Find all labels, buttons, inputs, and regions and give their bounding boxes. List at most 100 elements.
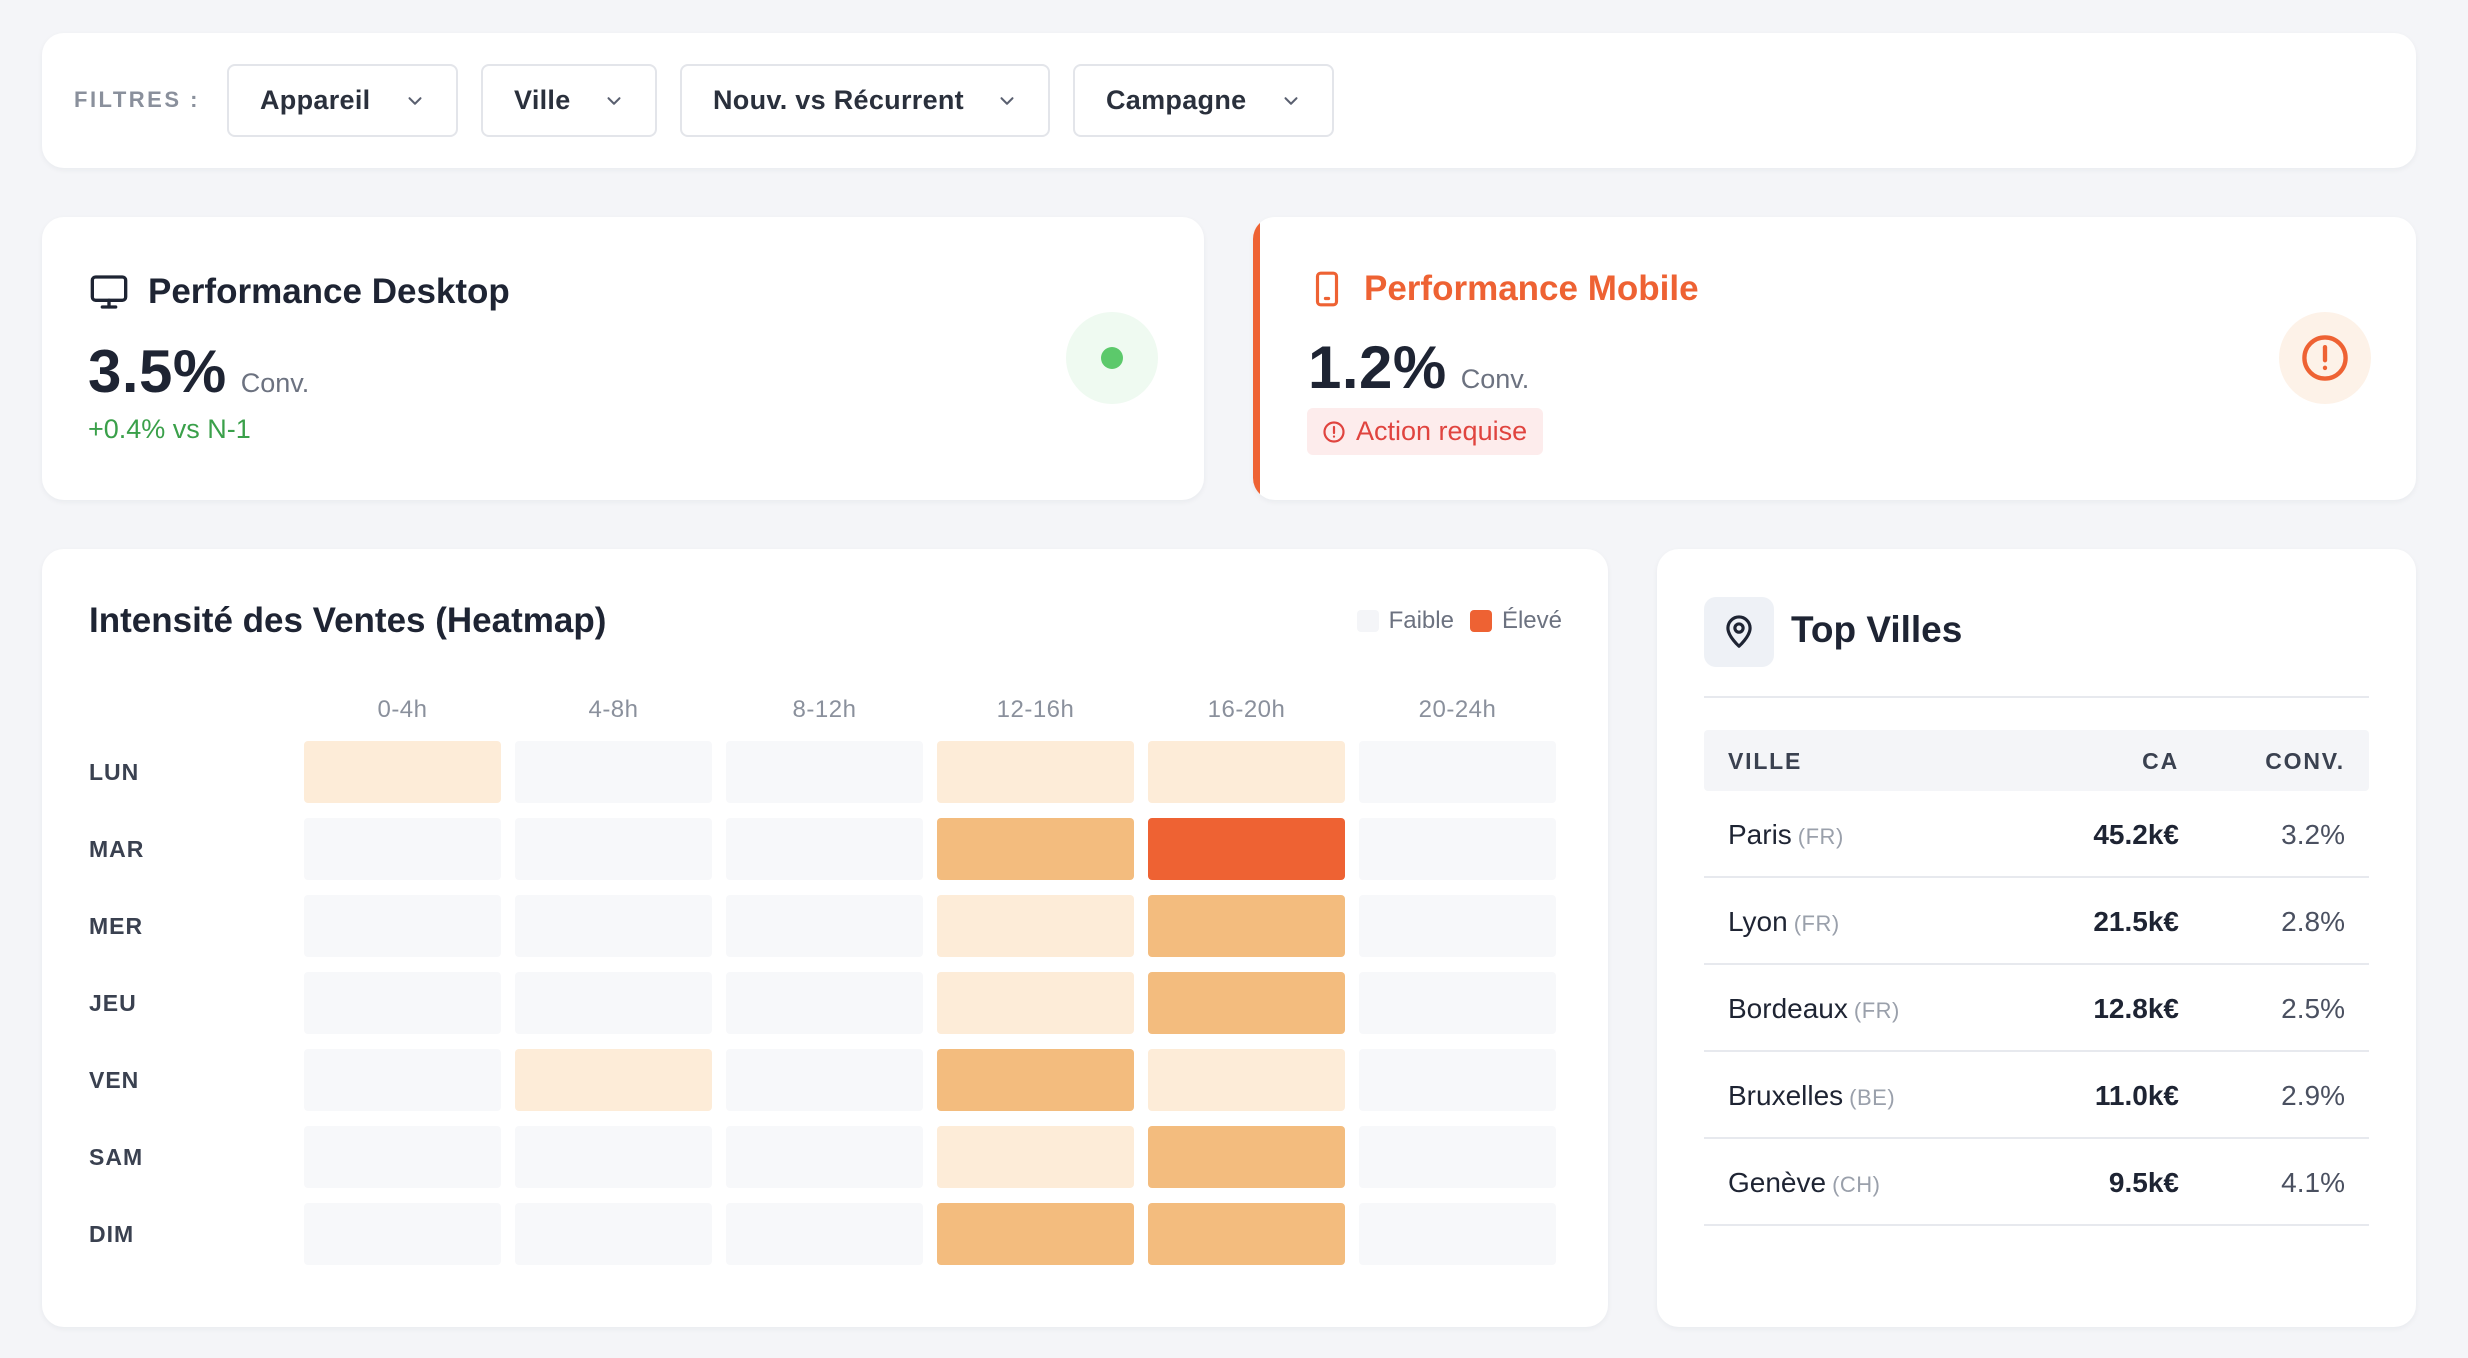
heatmap-cell[interactable] — [726, 1126, 923, 1188]
heatmap-cell[interactable] — [937, 1126, 1134, 1188]
heatmap-cell[interactable] — [515, 1049, 712, 1111]
heatmap-cell[interactable] — [726, 895, 923, 957]
kpi-value-row: 3.5% Conv. — [88, 337, 309, 406]
heatmap-cell[interactable] — [304, 1203, 501, 1265]
conv-cell: 2.5% — [2281, 993, 2345, 1024]
heatmap-legend: Faible Élevé — [1341, 607, 1562, 635]
heatmap-row-label: MER — [89, 913, 144, 939]
cities-title: Top Villes — [1791, 609, 1963, 650]
city-cell: Bruxelles (BE) — [1728, 1080, 1895, 1112]
heatmap-cell[interactable] — [937, 895, 1134, 957]
ca-cell: 11.0k€ — [2094, 1080, 2179, 1111]
heatmap-cell[interactable] — [1148, 1203, 1345, 1265]
filter-label: Campagne — [1106, 85, 1247, 115]
heatmap-column-label: 12-16h — [996, 696, 1075, 723]
filter-ville-dropdown[interactable]: Ville — [481, 64, 657, 137]
action-required-badge: Action requise — [1307, 408, 1544, 455]
heatmap-cell[interactable] — [1359, 741, 1556, 803]
filter-campagne-dropdown[interactable]: Campagne — [1073, 64, 1334, 137]
heatmap-cell[interactable] — [1359, 895, 1556, 957]
heatmap-cell[interactable] — [515, 1126, 712, 1188]
alert-circle-icon — [2302, 335, 2348, 381]
heatmap-cell[interactable] — [304, 972, 501, 1034]
table-row[interactable]: Bruxelles (BE) 11.0k€ 2.9% — [1704, 1052, 2369, 1139]
heatmap-cell[interactable] — [515, 818, 712, 880]
kpi-value: 3.5% — [88, 338, 227, 405]
column-header-conv: CONV. — [2265, 748, 2345, 774]
kpi-card-mobile: Performance Mobile 1.2% Conv. Action req… — [1253, 217, 2416, 500]
heatmap-cell[interactable] — [304, 1049, 501, 1111]
heatmap-cell[interactable] — [515, 972, 712, 1034]
heatmap-cell[interactable] — [937, 972, 1134, 1034]
heatmap-cell[interactable] — [1148, 1126, 1345, 1188]
filter-label: Nouv. vs Récurrent — [713, 85, 964, 115]
filter-label: Ville — [514, 85, 571, 115]
conv-cell: 2.9% — [2281, 1080, 2345, 1111]
heatmap-row-label: JEU — [89, 990, 137, 1016]
table-row[interactable]: Lyon (FR) 21.5k€ 2.8% — [1704, 878, 2369, 965]
table-row[interactable]: Bordeaux (FR) 12.8k€ 2.5% — [1704, 965, 2369, 1052]
heatmap-cell[interactable] — [1148, 741, 1345, 803]
filter-appareil-dropdown[interactable]: Appareil — [227, 64, 458, 137]
heatmap-cell[interactable] — [937, 1203, 1134, 1265]
city-name: Paris — [1728, 819, 1792, 850]
top-cities-card: Top Villes VILLE CA CONV. Paris (FR) 45.2k… — [1657, 549, 2416, 1327]
heatmap-cell[interactable] — [1359, 972, 1556, 1034]
city-country: (BE) — [1849, 1085, 1896, 1110]
table-row[interactable]: Paris (FR) 45.2k€ 3.2% — [1704, 791, 2369, 878]
heatmap-cell[interactable] — [515, 741, 712, 803]
heatmap-cell[interactable] — [1359, 1203, 1556, 1265]
heatmap-cell[interactable] — [1148, 895, 1345, 957]
heatmap-cell[interactable] — [304, 1126, 501, 1188]
heatmap-cell[interactable] — [937, 1049, 1134, 1111]
kpi-delta: +0.4% vs N-1 — [88, 414, 251, 444]
legend-item-high: Élevé — [1469, 607, 1562, 635]
legend-label-low: Faible — [1388, 607, 1454, 634]
city-country: (FR) — [1797, 824, 1844, 849]
filter-nouv-recurrent-dropdown[interactable]: Nouv. vs Récurrent — [680, 64, 1050, 137]
status-dot-icon — [1101, 347, 1123, 369]
heatmap-cell[interactable] — [304, 741, 501, 803]
heatmap-cell[interactable] — [1148, 1049, 1345, 1111]
heatmap-cell[interactable] — [515, 895, 712, 957]
city-country: (FR) — [1853, 998, 1900, 1023]
kpi-card-desktop: Performance Desktop 3.5% Conv. +0.4% vs … — [42, 217, 1204, 500]
heatmap-cell[interactable] — [937, 741, 1134, 803]
city-name: Lyon — [1728, 906, 1788, 937]
alert-circle-icon — [1323, 420, 1345, 443]
monitor-icon — [90, 275, 128, 309]
heatmap-cell[interactable] — [726, 741, 923, 803]
heatmap-column-label: 16-20h — [1207, 696, 1286, 723]
heatmap-cell[interactable] — [726, 1203, 923, 1265]
status-indicator — [2279, 312, 2371, 404]
badge-label: Action requise — [1356, 416, 1528, 446]
table-row[interactable]: Genève (CH) 9.5k€ 4.1% — [1704, 1139, 2369, 1226]
heatmap-cell[interactable] — [1359, 1049, 1556, 1111]
city-name: Bordeaux — [1728, 993, 1848, 1024]
heatmap-cell[interactable] — [515, 1203, 712, 1265]
heatmap-cell[interactable] — [1148, 972, 1345, 1034]
legend-swatch-low — [1356, 610, 1379, 632]
legend-swatch-high — [1469, 610, 1492, 632]
heatmap-cell[interactable] — [1148, 818, 1345, 880]
legend-item-low: Faible — [1356, 607, 1454, 635]
heatmap-cell[interactable] — [726, 818, 923, 880]
smartphone-icon — [1315, 271, 1339, 307]
heatmap-cell[interactable] — [1359, 818, 1556, 880]
chevron-down-icon — [607, 96, 621, 105]
cities-icon-wrapper — [1704, 597, 1774, 667]
heatmap-cell[interactable] — [726, 972, 923, 1034]
city-country: (FR) — [1793, 911, 1840, 936]
heatmap-cell[interactable] — [304, 895, 501, 957]
heatmap-cell[interactable] — [304, 818, 501, 880]
heatmap-cell[interactable] — [937, 818, 1134, 880]
heatmap-column-label: 20-24h — [1418, 696, 1497, 723]
ca-cell: 21.5k€ — [2093, 906, 2179, 937]
kpi-title: Performance Desktop — [148, 272, 510, 311]
table-header: VILLE CA CONV. — [1704, 730, 2369, 791]
heatmap-row-label: MAR — [89, 836, 145, 862]
heatmap-cell[interactable] — [1359, 1126, 1556, 1188]
heatmap-column-label: 4-8h — [588, 696, 639, 723]
column-header-ca: CA — [2142, 748, 2179, 774]
heatmap-cell[interactable] — [726, 1049, 923, 1111]
